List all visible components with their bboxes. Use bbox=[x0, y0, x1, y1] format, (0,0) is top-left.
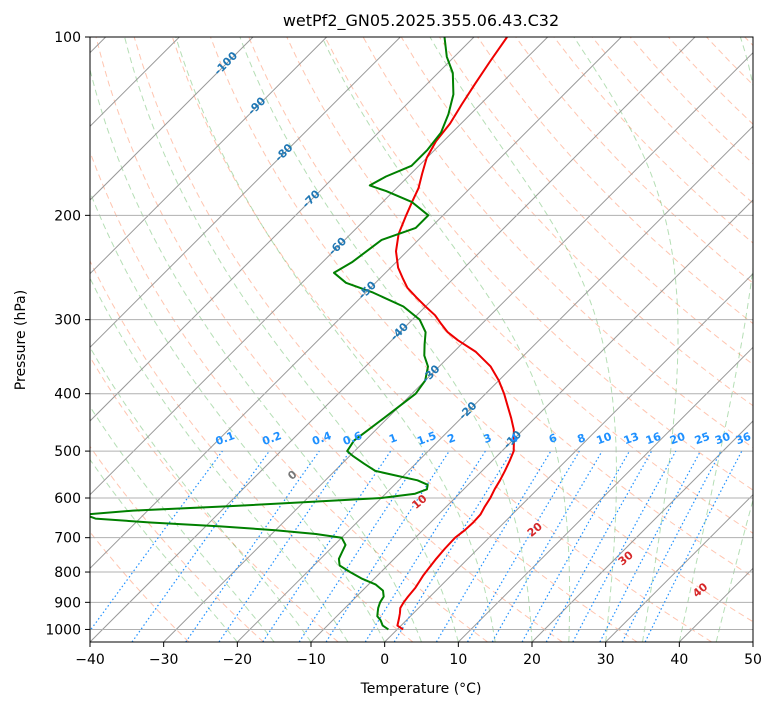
temperature-line bbox=[395, 37, 515, 631]
x-tick-label: −40 bbox=[75, 652, 105, 668]
mixing-ratio-label: 30 bbox=[713, 430, 732, 448]
y-tick-label: 600 bbox=[54, 491, 81, 507]
dry-adiabat bbox=[133, 37, 638, 642]
y-tick-label: 500 bbox=[54, 444, 81, 460]
mixing-ratio-label: 0.2 bbox=[260, 429, 283, 448]
dry-adiabat bbox=[90, 356, 339, 642]
mixing-ratio-label: 1.5 bbox=[415, 429, 438, 448]
dry-adiabat bbox=[210, 37, 753, 623]
moist-adiabat bbox=[90, 277, 349, 642]
mixing-ratio-label: 6 bbox=[547, 431, 559, 446]
moist-adiabat bbox=[239, 37, 533, 642]
isotherm-line bbox=[90, 37, 696, 642]
isotherm-line bbox=[90, 37, 328, 275]
moist-adiabat bbox=[90, 405, 275, 642]
mixing-ratio-label: 13 bbox=[622, 430, 641, 447]
y-tick-label: 400 bbox=[54, 387, 81, 403]
mixing-ratio-label: 4 bbox=[508, 431, 520, 446]
mixing-ratio-line bbox=[218, 450, 351, 642]
mixing-ratio-line bbox=[90, 450, 223, 632]
mixing-ratio-label: 8 bbox=[576, 431, 588, 446]
plot-frame bbox=[89, 36, 754, 643]
isotherm-line bbox=[531, 420, 753, 642]
isotherm-line bbox=[90, 37, 401, 349]
moist-adiabat bbox=[573, 37, 679, 642]
isotherm-line bbox=[90, 37, 254, 201]
y-tick-label: 700 bbox=[54, 531, 81, 547]
x-tick-label: 40 bbox=[670, 652, 688, 668]
mixing-ratio-line bbox=[393, 450, 513, 642]
moist-adiabat bbox=[90, 458, 238, 642]
y-tick-label: 300 bbox=[54, 313, 81, 329]
moist-adiabat bbox=[90, 190, 386, 642]
isotherm-line bbox=[384, 272, 753, 642]
mixing-ratio-line bbox=[131, 450, 270, 642]
mixing-ratio-label: 3 bbox=[482, 431, 494, 446]
mixing-ratio-label: 0.1 bbox=[214, 429, 237, 448]
isotherm-line bbox=[605, 493, 753, 642]
mixing-ratio-line bbox=[521, 450, 631, 642]
isotherm-line bbox=[457, 346, 753, 642]
mixing-ratio-label: 16 bbox=[644, 430, 663, 448]
isotherm-line bbox=[90, 37, 475, 422]
x-tick-label: 50 bbox=[744, 652, 762, 668]
y-tick-label: 800 bbox=[54, 565, 81, 581]
mixing-ratio-label: 0.6 bbox=[341, 429, 364, 448]
dewpoint-line bbox=[90, 37, 455, 631]
mixing-ratio-line bbox=[325, 450, 450, 642]
y-axis-title: Pressure (hPa) bbox=[13, 290, 29, 390]
x-tick-label: 0 bbox=[380, 652, 389, 668]
y-tick-label: 900 bbox=[54, 595, 81, 611]
x-tick-label: −20 bbox=[223, 652, 253, 668]
moist-adiabat bbox=[90, 67, 422, 642]
dry-adiabat bbox=[324, 37, 753, 491]
mixing-ratio-label: 1 bbox=[387, 431, 399, 446]
isotherm-line bbox=[163, 51, 753, 642]
mixing-ratio-label: 10 bbox=[595, 430, 614, 448]
dry-adiabat bbox=[248, 37, 753, 578]
y-tick-label: 100 bbox=[54, 30, 81, 46]
mixing-ratio-line bbox=[572, 450, 677, 642]
background-lines bbox=[90, 37, 753, 642]
mixing-ratio-line bbox=[545, 450, 653, 642]
axis-ticks: −40 −30 −20 −10 0 10 20 30 40 5010020030040050060… bbox=[45, 30, 762, 668]
moist-adiabat bbox=[715, 498, 753, 642]
x-tick-label: 20 bbox=[523, 652, 541, 668]
moist-adiabat bbox=[124, 37, 459, 642]
mixing-ratio-line bbox=[644, 450, 743, 642]
profile-lines bbox=[90, 37, 515, 631]
isotherm-line bbox=[90, 37, 549, 496]
dry-adiabat bbox=[286, 37, 753, 534]
dry-adiabat bbox=[515, 37, 753, 284]
isotherm-line bbox=[236, 125, 753, 642]
chart-title: wetPf2_GN05.2025.355.06.43.C32 bbox=[283, 11, 559, 31]
mixing-ratio-label: 25 bbox=[693, 430, 712, 447]
mixing-ratio-label: 2 bbox=[446, 431, 458, 446]
moist-adiabat bbox=[429, 37, 617, 642]
mixing-ratio-label: 20 bbox=[668, 430, 687, 448]
moist-adiabat bbox=[678, 37, 753, 642]
dry-adiabat bbox=[90, 445, 264, 642]
x-tick-label: −30 bbox=[149, 652, 179, 668]
moist-adiabat bbox=[321, 37, 571, 642]
dry-adiabat bbox=[95, 37, 563, 642]
isotherm-line bbox=[310, 199, 753, 642]
x-tick-label: 30 bbox=[597, 652, 615, 668]
x-tick-label: −10 bbox=[296, 652, 326, 668]
isotherm-line bbox=[90, 37, 622, 570]
mixing-ratio-line bbox=[185, 450, 320, 642]
mixing-ratio-label: 0.4 bbox=[310, 429, 333, 448]
x-axis-title: Temperature (°C) bbox=[360, 681, 482, 697]
mixing-ratio-line bbox=[298, 450, 425, 642]
y-tick-label: 1000 bbox=[45, 622, 81, 638]
mixing-ratio-label: 36 bbox=[734, 430, 753, 448]
moist-adiabat bbox=[175, 37, 496, 642]
mixing-ratio-line bbox=[262, 450, 392, 642]
dry-adiabat bbox=[90, 259, 414, 642]
y-tick-label: 200 bbox=[54, 208, 81, 224]
x-tick-label: 10 bbox=[449, 652, 467, 668]
